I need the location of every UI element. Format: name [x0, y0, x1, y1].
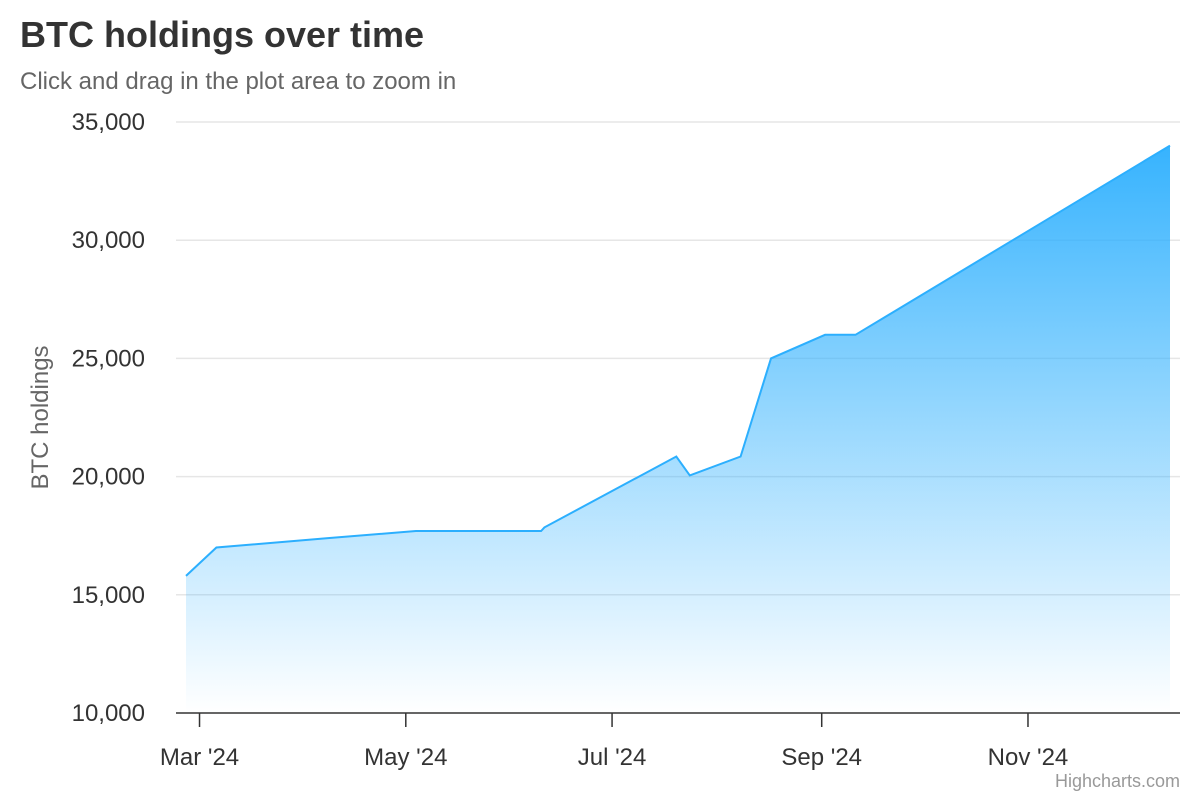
- axes: [176, 712, 1180, 727]
- x-tick-label: Nov '24: [988, 744, 1069, 771]
- x-tick-label: Mar '24: [160, 744, 239, 771]
- series-area: [185, 144, 1171, 714]
- credits-link[interactable]: Highcharts.com: [1054, 771, 1180, 791]
- x-tick-label: May '24: [364, 744, 447, 771]
- y-tick-label: 20,000: [72, 464, 145, 491]
- axis-labels: 10,000 15,000 20,000 25,000 30,000 35,000 Mar …: [27, 109, 1068, 771]
- series-area-fill: [186, 145, 1170, 714]
- y-tick-label: 35,000: [72, 109, 145, 136]
- y-tick-label: 25,000: [72, 345, 145, 372]
- series-line: [185, 144, 1171, 577]
- y-tick-label: 30,000: [72, 227, 145, 254]
- y-tick-label: 10,000: [72, 700, 145, 727]
- y-axis-title: BTC holdings: [27, 345, 54, 489]
- chart-subtitle: Click and drag in the plot area to zoom …: [20, 68, 457, 95]
- y-tick-label: 15,000: [72, 582, 145, 609]
- x-tick-label: Jul '24: [578, 744, 647, 771]
- x-tick-label: Sep '24: [781, 744, 862, 771]
- chart-title: BTC holdings over time: [20, 14, 425, 55]
